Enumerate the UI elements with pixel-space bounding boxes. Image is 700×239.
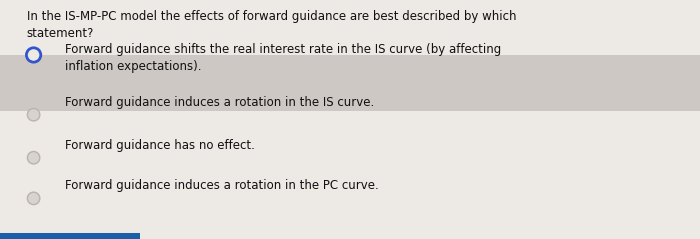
Text: In the IS-MP-PC model the effects of forward guidance are best described by whic: In the IS-MP-PC model the effects of for… (27, 10, 516, 40)
Ellipse shape (27, 109, 40, 121)
Ellipse shape (27, 152, 40, 164)
Ellipse shape (27, 192, 40, 205)
Text: Forward guidance shifts the real interest rate in the IS curve (by affecting
inf: Forward guidance shifts the real interes… (65, 43, 501, 72)
Ellipse shape (27, 48, 41, 62)
Text: Forward guidance induces a rotation in the IS curve.: Forward guidance induces a rotation in t… (65, 96, 374, 109)
FancyBboxPatch shape (0, 55, 700, 111)
Text: Forward guidance has no effect.: Forward guidance has no effect. (65, 139, 255, 152)
FancyBboxPatch shape (0, 233, 140, 239)
Text: Forward guidance induces a rotation in the PC curve.: Forward guidance induces a rotation in t… (65, 179, 379, 192)
